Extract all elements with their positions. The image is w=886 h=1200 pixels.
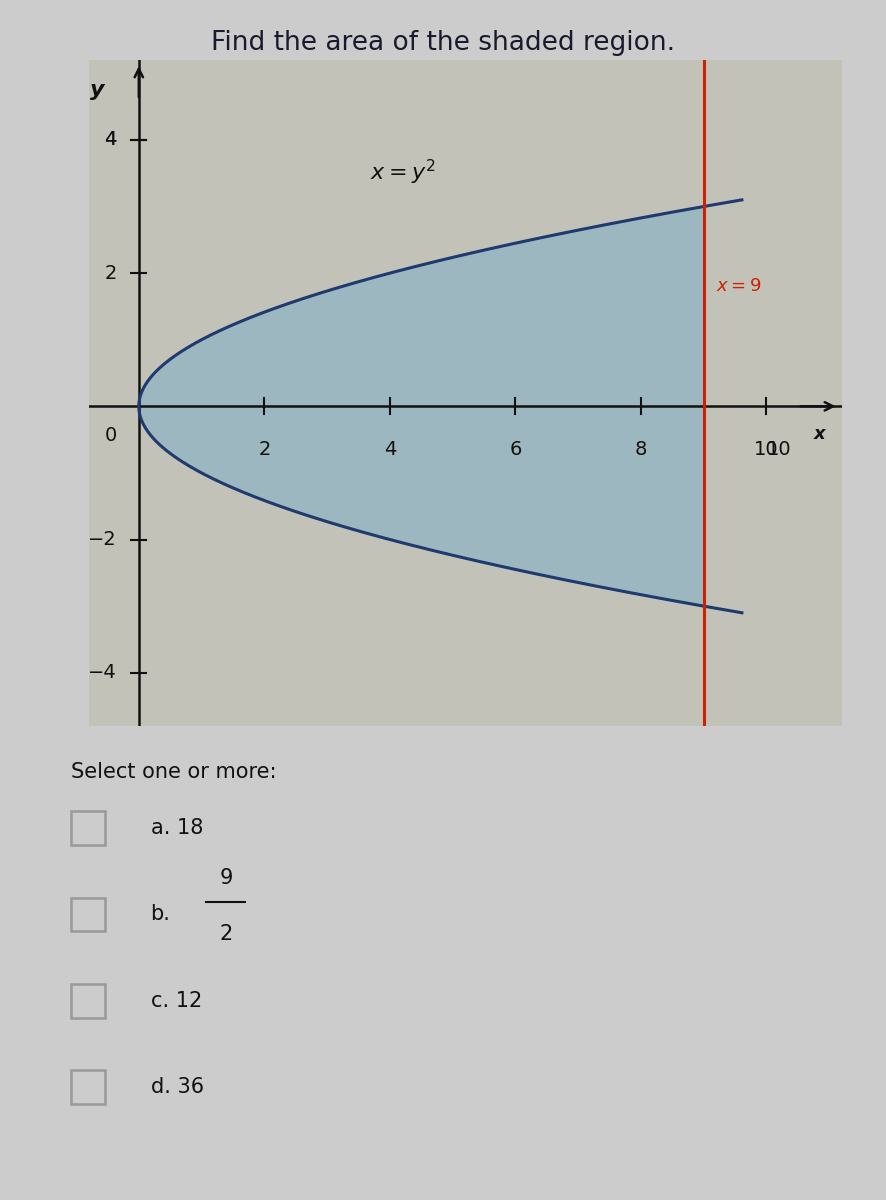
Text: 2: 2 [105, 264, 117, 283]
Text: 9: 9 [219, 868, 233, 888]
Text: Find the area of the shaded region.: Find the area of the shaded region. [211, 30, 675, 56]
Text: a. 18: a. 18 [151, 818, 203, 838]
Text: 8: 8 [634, 439, 647, 458]
Text: $x = 9$: $x = 9$ [716, 277, 762, 295]
Text: x: x [813, 425, 825, 443]
Text: 4: 4 [384, 439, 396, 458]
Text: 10: 10 [754, 439, 779, 458]
Text: 2: 2 [258, 439, 270, 458]
Text: 0: 0 [105, 426, 117, 445]
Text: d. 36: d. 36 [151, 1078, 204, 1097]
Text: −2: −2 [88, 530, 117, 550]
Text: Select one or more:: Select one or more: [71, 762, 276, 782]
Text: 4: 4 [105, 131, 117, 150]
Text: 2: 2 [220, 924, 232, 944]
Text: b.: b. [151, 905, 170, 924]
Text: $x = y^2$: $x = y^2$ [369, 157, 435, 186]
Text: 10: 10 [766, 439, 791, 458]
Text: c. 12: c. 12 [151, 991, 202, 1010]
Text: 4: 4 [105, 131, 117, 150]
Text: 6: 6 [509, 439, 522, 458]
Text: −4: −4 [88, 664, 117, 683]
Text: y: y [89, 80, 105, 100]
